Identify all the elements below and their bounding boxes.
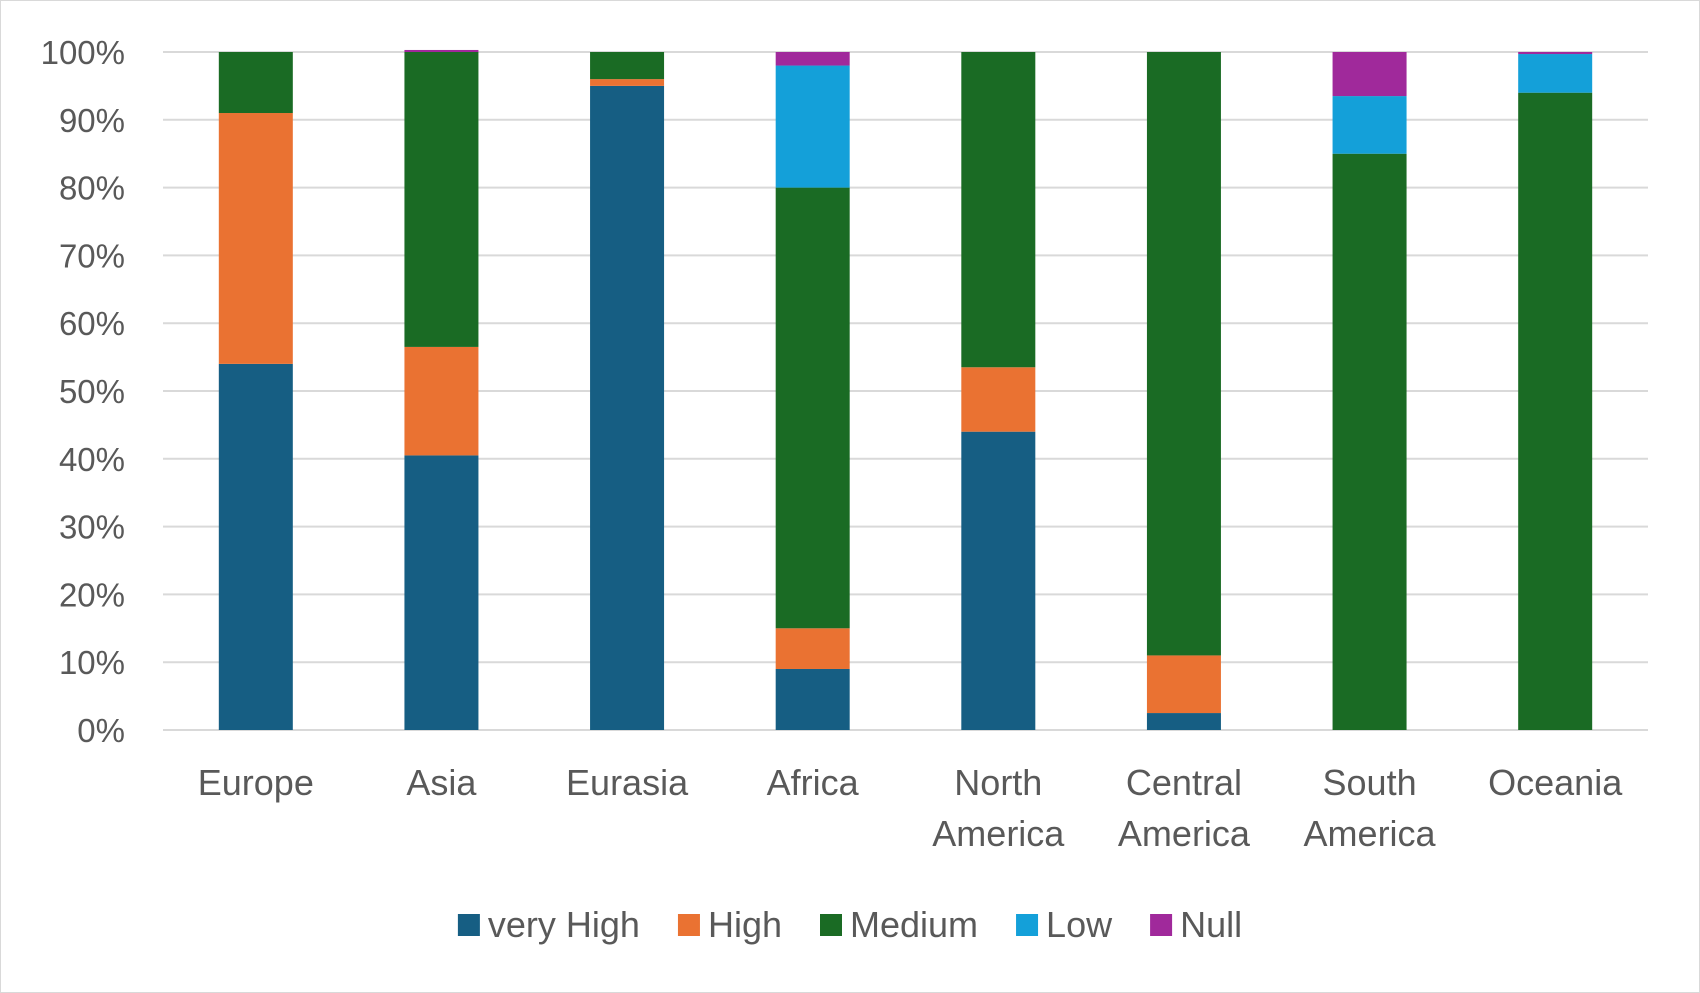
bar-segment-high	[404, 346, 479, 456]
legend-swatch	[820, 914, 842, 936]
x-axis-category-labels: Europe Asia Eurasia Africa North AmericaCentr…	[198, 762, 1623, 854]
x-category-label: Eurasia	[566, 762, 689, 803]
y-tick-label: 30%	[59, 509, 125, 546]
x-category-label-line: America	[1118, 813, 1251, 854]
y-axis-tick-labels: 0% 10% 20% 30% 40% 50% 60% 70% 80% 90% 100%	[41, 34, 125, 749]
legend-swatch	[1016, 914, 1039, 936]
legend-item-low: Low	[1016, 904, 1113, 945]
legend-swatch	[1150, 914, 1173, 936]
bar-segment-high	[590, 79, 665, 86]
bar-segment-high	[775, 628, 850, 669]
x-category-label: Europe	[198, 762, 314, 803]
y-tick-label: 100%	[41, 34, 125, 71]
bar-segment-very-high	[590, 85, 665, 730]
x-category-label-line: America	[1304, 813, 1437, 854]
bar-segment-medium	[404, 52, 479, 347]
bar-segment-medium	[590, 52, 665, 80]
bar-segment-very-high	[1146, 713, 1221, 730]
legend: very High High Medium Low Null	[457, 904, 1242, 945]
legend-swatch	[677, 914, 700, 936]
bar-segment-medium	[1332, 153, 1407, 730]
bar-segment-medium	[1518, 92, 1593, 731]
y-tick-label: 0%	[77, 712, 125, 749]
y-tick-label: 10%	[59, 644, 125, 681]
legend-item-very-high: very High	[457, 904, 640, 945]
x-category-label: South America	[1304, 762, 1437, 854]
bar-segment-low	[1332, 96, 1407, 154]
bar-segment-very-high	[218, 363, 293, 730]
legend-item-null: Null	[1150, 904, 1242, 945]
legend-label: Low	[1046, 904, 1113, 945]
y-tick-label: 90%	[59, 102, 125, 139]
bar-segment-low	[775, 65, 850, 188]
y-tick-label: 40%	[59, 441, 125, 478]
y-tick-label: 50%	[59, 373, 125, 410]
x-category-label-line: Eurasia	[566, 762, 689, 803]
legend-label: High	[708, 904, 782, 945]
bar-segment-very-high	[775, 668, 850, 730]
bar-segment-medium	[775, 187, 850, 629]
y-tick-label: 20%	[59, 576, 125, 613]
bar-segment-high	[961, 367, 1036, 432]
x-category-label-line: Oceania	[1488, 762, 1623, 803]
x-category-label: Oceania	[1488, 762, 1623, 803]
bar-segment-null	[1332, 52, 1407, 97]
x-category-label: Africa	[767, 762, 860, 803]
bar-segment-high	[218, 113, 293, 364]
x-category-label: North America	[932, 762, 1065, 854]
legend-label: Null	[1180, 904, 1242, 945]
gridlines	[163, 51, 1648, 731]
x-category-label-line: South	[1323, 762, 1417, 803]
y-tick-label: 80%	[59, 170, 125, 207]
bar-segment-medium	[961, 52, 1036, 368]
bar-segment-medium	[218, 52, 293, 114]
legend-item-high: High	[677, 904, 782, 945]
y-tick-label: 60%	[59, 305, 125, 342]
legend-label: very High	[488, 904, 640, 945]
x-category-label-line: Central	[1126, 762, 1242, 803]
bar-segment-high	[1146, 655, 1221, 714]
bar-segment-very-high	[961, 431, 1036, 730]
bars	[218, 49, 1593, 731]
bar-segment-very-high	[404, 455, 479, 730]
bar-segment-low	[1518, 54, 1593, 93]
x-category-label: Central America	[1118, 762, 1251, 854]
x-category-label-line: Asia	[406, 762, 477, 803]
x-category-label-line: Europe	[198, 762, 314, 803]
legend-label: Medium	[850, 904, 978, 945]
x-category-label: Asia	[406, 762, 477, 803]
x-category-label-line: America	[932, 813, 1065, 854]
x-category-label-line: Africa	[767, 762, 860, 803]
bar-segment-null	[1518, 52, 1593, 55]
bar-segment-null	[775, 52, 850, 66]
y-tick-label: 70%	[59, 237, 125, 274]
x-category-label-line: North	[954, 762, 1042, 803]
legend-item-medium: Medium	[820, 904, 978, 945]
bar-segment-null	[404, 49, 479, 52]
bar-segment-medium	[1146, 52, 1221, 656]
legend-swatch	[457, 914, 480, 936]
